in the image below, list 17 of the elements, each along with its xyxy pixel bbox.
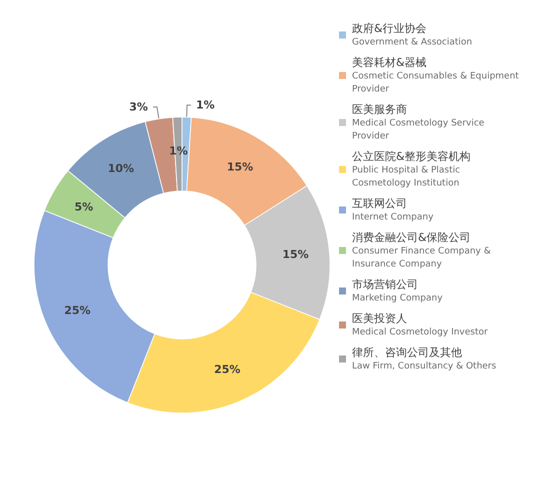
legend-label: 市场营销公司 Marketing Company	[352, 278, 444, 304]
legend-label: 美容耗材&器械 Cosmetic Consumables & Equipment Provider	[352, 56, 520, 94]
legend-label: 律所、咨询公司及其他 Law Firm, Consultancy & Others	[352, 346, 497, 372]
legend-label: 消费金融公司&保险公司 Consumer Finance Company & Insurance Company	[352, 231, 491, 270]
data-label: 1%	[196, 98, 215, 112]
data-label: 5%	[74, 200, 94, 214]
data-label: 10%	[108, 162, 134, 176]
data-label: 3%	[129, 100, 148, 114]
data-label: 15%	[282, 248, 309, 261]
legend-label: 政府&行业协会 Government & Association	[352, 22, 472, 48]
legend-label: 互联网公司 Internet Company	[352, 197, 434, 222]
legend-label: 医美投资人 Medical Cosmetology Investor	[352, 312, 488, 338]
data-label: 25%	[214, 363, 240, 376]
legend-label: 公立医院&整形美容机构 Public Hospital & Plastic Cosmetology Institution	[352, 150, 471, 188]
data-label: 15%	[226, 160, 254, 174]
legend-label: 医美服务商 Medical Cosmetology Service Provider	[352, 103, 485, 142]
data-label: 25%	[64, 304, 91, 317]
